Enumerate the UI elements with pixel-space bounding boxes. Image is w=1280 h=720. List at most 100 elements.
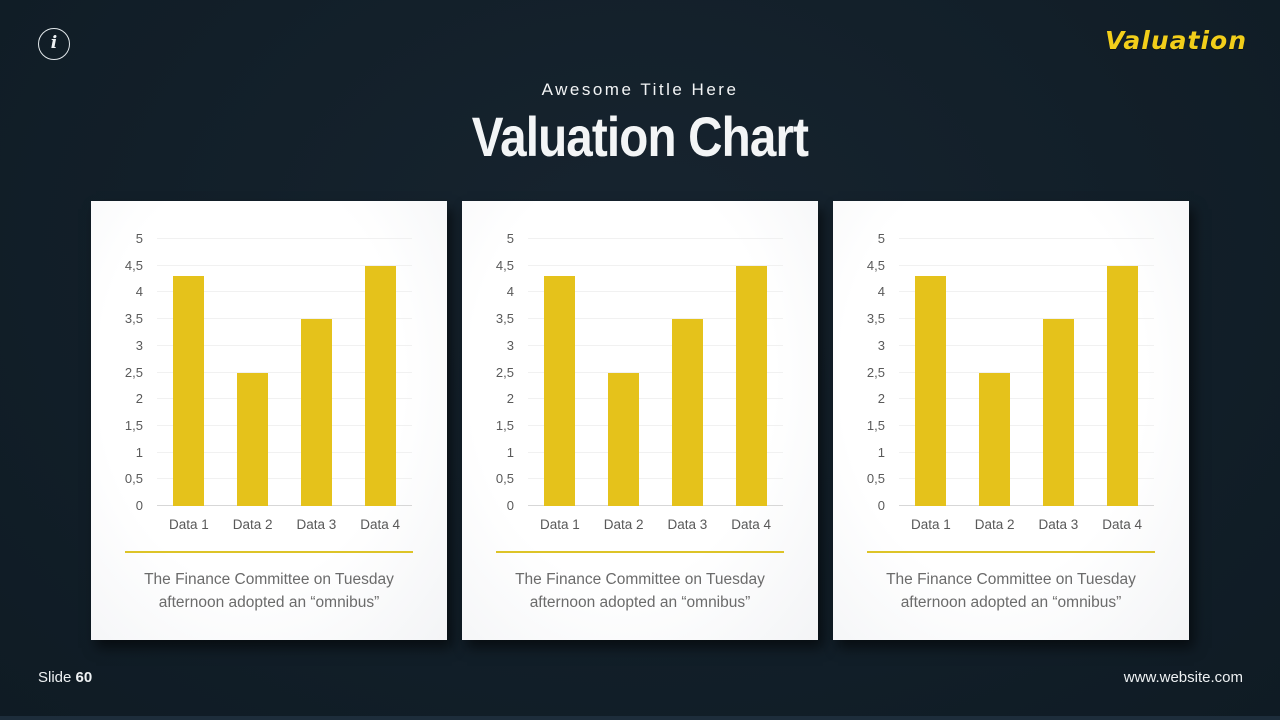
chart-bar-data-2 <box>237 372 269 506</box>
chart-bar-data-4 <box>735 265 767 506</box>
chart-bar-data-2 <box>608 372 640 506</box>
bars <box>528 239 783 506</box>
x-axis-label: Data 2 <box>974 517 1015 532</box>
bar-slot <box>221 239 285 506</box>
bar-slot <box>719 239 783 506</box>
chart-caption: The Finance Committee on Tuesday afterno… <box>853 568 1169 614</box>
gridline <box>899 424 1154 426</box>
y-tick-label: 0,5 <box>866 471 885 487</box>
bar-chart-plot <box>157 238 412 506</box>
chart-bar-data-1 <box>915 276 947 506</box>
y-tick-label: 5 <box>135 231 143 246</box>
y-tick-label: 3,5 <box>124 311 143 327</box>
caption-divider <box>125 551 413 553</box>
slide-subtitle: Awesome Title Here <box>541 80 739 99</box>
gridline <box>899 344 1154 346</box>
bar-slot <box>963 239 1027 506</box>
gridline <box>157 424 412 426</box>
gridline <box>528 291 783 293</box>
y-tick-label: 5 <box>877 231 885 246</box>
x-axis: Data 1 Data 2 Data 3 Data 4 <box>528 517 783 532</box>
y-tick-label: 0 <box>506 498 514 513</box>
bar-chart-plot <box>899 238 1154 506</box>
x-axis-baseline <box>899 505 1154 506</box>
chart-bar-data-3 <box>1042 319 1074 506</box>
y-tick-label: 1,5 <box>495 417 514 433</box>
gridline <box>528 318 783 320</box>
x-axis: Data 1 Data 2 Data 3 Data 4 <box>157 517 412 532</box>
gridline <box>899 398 1154 400</box>
bar-slot <box>1027 239 1091 506</box>
y-tick-label: 5 <box>506 231 514 246</box>
chart-caption: The Finance Committee on Tuesday afterno… <box>482 568 798 614</box>
x-axis-label: Data 3 <box>667 517 708 532</box>
x-axis-label: Data 4 <box>731 517 772 532</box>
gridline <box>157 344 412 346</box>
gridline <box>899 371 1154 373</box>
chart-card: 0 0,5 1 1,5 2 2,5 3 3,5 4 4,5 5 Data 1 Data 2 Data 3… <box>833 201 1189 640</box>
info-icon-glyph: i <box>50 32 58 53</box>
y-tick-label: 2,5 <box>495 364 514 380</box>
chart-bar-data-4 <box>364 265 396 506</box>
y-tick-label: 3,5 <box>866 311 885 327</box>
y-tick-label: 4,5 <box>124 257 143 273</box>
y-tick-label: 2 <box>506 391 514 407</box>
caption-divider <box>496 551 784 553</box>
chart-bar-data-4 <box>1106 265 1138 506</box>
x-axis-label: Data 1 <box>910 517 951 532</box>
gridline <box>528 398 783 400</box>
x-axis-label: Data 1 <box>168 517 209 532</box>
gridline <box>528 478 783 480</box>
gridline <box>157 264 412 266</box>
caption-line-1: The Finance Committee on Tuesday <box>886 571 1136 588</box>
gridline <box>528 264 783 266</box>
y-tick-label: 1 <box>877 444 885 460</box>
gridline <box>157 451 412 453</box>
bar-chart-plot <box>528 238 783 506</box>
gridline <box>899 238 1154 239</box>
y-tick-label: 1,5 <box>124 417 143 433</box>
y-tick-label: 0 <box>135 498 143 513</box>
y-tick-label: 0 <box>877 498 885 513</box>
slide-number-label: Slide <box>38 669 72 686</box>
info-icon[interactable]: i <box>38 28 70 60</box>
gridline <box>157 398 412 400</box>
y-tick-label: 3 <box>877 337 885 353</box>
y-axis: 0 0,5 1 1,5 2 2,5 3 3,5 4 4,5 5 <box>833 232 885 513</box>
charts-row: 0 0,5 1 1,5 2 2,5 3 3,5 4 4,5 5 Data 1 Data 2 Data 3… <box>91 201 1189 640</box>
brand-logo: Valuation <box>1104 26 1247 55</box>
gridline <box>899 478 1154 480</box>
bar-slot <box>899 239 963 506</box>
y-tick-label: 1,5 <box>866 417 885 433</box>
y-tick-label: 4,5 <box>495 257 514 273</box>
chart-bar-data-1 <box>173 276 205 506</box>
y-axis: 0 0,5 1 1,5 2 2,5 3 3,5 4 4,5 5 <box>91 232 143 513</box>
gridline <box>528 238 783 239</box>
gridline <box>157 371 412 373</box>
caption-line-2: afternoon adopted an “omnibus” <box>158 594 380 611</box>
x-axis: Data 1 Data 2 Data 3 Data 4 <box>899 517 1154 532</box>
y-tick-label: 2,5 <box>866 364 885 380</box>
y-tick-label: 2 <box>135 391 143 407</box>
chart-bar-data-1 <box>544 276 576 506</box>
bars <box>157 239 412 506</box>
y-tick-label: 0,5 <box>124 471 143 487</box>
y-tick-label: 3 <box>135 337 143 353</box>
chart-bar-data-3 <box>300 319 332 506</box>
y-tick-label: 4,5 <box>866 257 885 273</box>
x-axis-label: Data 2 <box>603 517 644 532</box>
chart-bar-data-3 <box>671 319 703 506</box>
gridline <box>157 238 412 239</box>
y-tick-label: 4 <box>135 284 143 300</box>
chart-card: 0 0,5 1 1,5 2 2,5 3 3,5 4 4,5 5 Data 1 Data 2 Data 3… <box>91 201 447 640</box>
bars <box>899 239 1154 506</box>
gridline <box>899 451 1154 453</box>
bar-slot <box>1090 239 1154 506</box>
y-axis: 0 0,5 1 1,5 2 2,5 3 3,5 4 4,5 5 <box>462 232 514 513</box>
y-tick-label: 4 <box>877 284 885 300</box>
gridline <box>528 451 783 453</box>
gridline <box>157 478 412 480</box>
caption-line-2: afternoon adopted an “omnibus” <box>900 594 1122 611</box>
caption-line-2: afternoon adopted an “omnibus” <box>529 594 751 611</box>
